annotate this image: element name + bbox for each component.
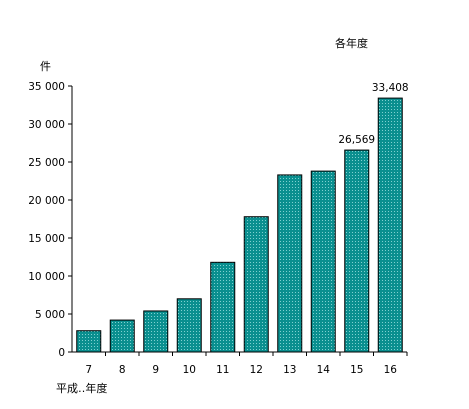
x-tick-label: 13 <box>283 364 296 376</box>
y-tick-label: 5 000 <box>35 309 65 321</box>
x-axis-ticks: 7 8 9 10 11 12 13 14 15 16 <box>85 352 408 376</box>
y-tick-label: 35 000 <box>28 81 65 93</box>
bar-16 <box>377 97 403 353</box>
bar-8 <box>109 319 135 353</box>
bar-12 <box>243 216 269 353</box>
x-axis-label: 平成‥年度 <box>56 381 107 395</box>
y-tick-label: 20 000 <box>28 195 65 207</box>
bar-13 <box>277 174 303 353</box>
x-tick-label: 15 <box>350 364 363 376</box>
y-tick-label: 25 000 <box>28 157 65 169</box>
data-label: 33,408 <box>372 82 409 94</box>
x-tick-label: 9 <box>152 364 159 376</box>
bar-14 <box>310 170 336 353</box>
y-tick-label: 0 <box>58 347 65 359</box>
x-tick-label: 14 <box>317 364 331 376</box>
y-tick-label: 30 000 <box>28 119 65 131</box>
x-tick-label: 16 <box>384 364 398 376</box>
y-tick-label: 15 000 <box>28 233 65 245</box>
bars <box>76 97 403 353</box>
x-tick-label: 8 <box>119 364 126 376</box>
y-axis-label: 件 <box>40 60 51 73</box>
x-tick-label: 11 <box>216 364 229 376</box>
data-label: 26,569 <box>338 134 375 146</box>
x-tick-label: 10 <box>183 364 196 376</box>
chart-title: 各年度 <box>335 36 368 50</box>
x-tick-label: 7 <box>85 364 92 376</box>
data-labels: 26,569 33,408 <box>338 82 408 146</box>
bar-11 <box>210 261 236 353</box>
bar-9 <box>143 310 169 353</box>
bar-10 <box>176 298 202 353</box>
x-tick-label: 12 <box>250 364 263 376</box>
y-axis-ticks: 0 5 000 10 000 15 000 20 000 25 000 30 000 35 0… <box>28 81 72 359</box>
bar-7 <box>76 330 102 353</box>
bar-15 <box>344 149 370 353</box>
y-tick-label: 10 000 <box>28 271 65 283</box>
